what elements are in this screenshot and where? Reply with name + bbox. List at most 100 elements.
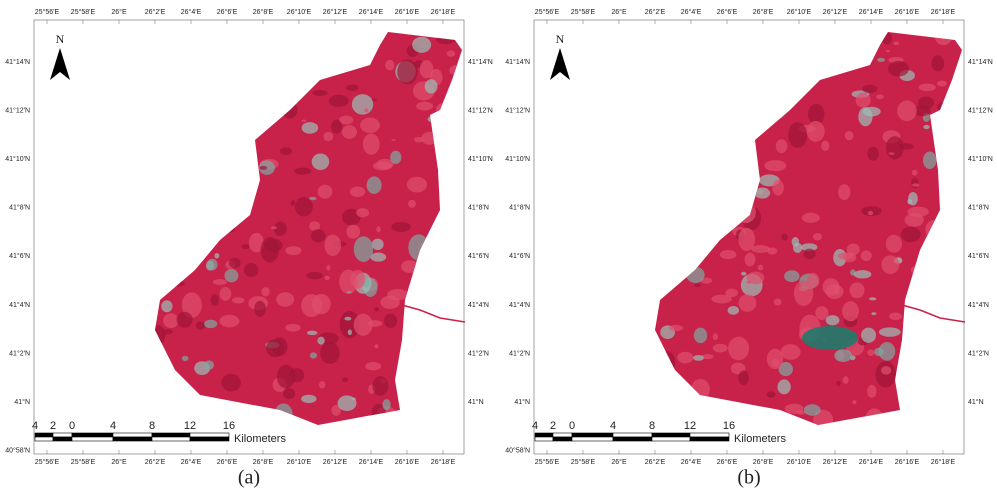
terrain-patch <box>802 213 820 223</box>
panel-caption: (a) <box>238 467 260 489</box>
lon-label: 26°18'E <box>931 458 956 466</box>
terrain-patch <box>227 39 246 53</box>
terrain-patch <box>869 297 876 300</box>
terrain-patch <box>767 248 777 255</box>
terrain-patch <box>450 374 469 395</box>
terrain-patch <box>749 82 763 101</box>
terrain-patch <box>347 291 352 293</box>
terrain-patch <box>966 424 973 431</box>
terrain-patch <box>681 117 692 127</box>
terrain-patch <box>227 225 235 233</box>
terrain-patch <box>802 72 809 76</box>
terrain-patch <box>738 228 755 251</box>
terrain-patch <box>350 187 365 198</box>
terrain-patch <box>675 381 684 391</box>
terrain-patch <box>436 103 452 117</box>
scale-segment <box>572 433 613 437</box>
terrain-patch <box>740 86 759 111</box>
terrain-patch <box>728 337 749 361</box>
terrain-patch <box>758 265 764 271</box>
lon-label: 26°16'E <box>895 458 920 466</box>
terrain-patch <box>746 281 751 284</box>
terrain-patch <box>160 134 173 141</box>
terrain-patch <box>882 32 892 44</box>
terrain-patch <box>856 93 871 108</box>
terrain-patch <box>939 420 954 434</box>
lat-label: 41°4'N <box>509 301 530 309</box>
scale-segment <box>152 433 190 437</box>
terrain-patch <box>728 306 739 315</box>
lon-label: 25°56'E <box>535 458 560 466</box>
terrain-patch <box>911 264 933 276</box>
terrain-patch <box>191 181 203 188</box>
terrain-patch <box>957 210 966 219</box>
terrain-patch <box>162 329 173 334</box>
terrain-patch <box>245 184 253 189</box>
lat-label: 41°8'N <box>9 204 30 212</box>
terrain-patch <box>871 312 876 315</box>
lat-label: 41°14'N <box>968 58 993 66</box>
terrain-patch <box>354 236 373 262</box>
terrain-patch <box>903 321 910 327</box>
terrain-patch <box>241 197 250 206</box>
terrain-patch <box>949 358 965 375</box>
terrain-patch <box>677 74 682 79</box>
lon-label: 26°10'E <box>287 458 312 466</box>
terrain-patch <box>792 237 799 247</box>
lon-label: 26°12'E <box>323 458 348 466</box>
scale-segment <box>53 437 72 441</box>
lat-label: 41°14'N <box>5 58 30 66</box>
scale-unit: Kilometers <box>234 433 286 445</box>
lat-label: 41°2'N <box>468 349 489 357</box>
terrain-patch <box>911 378 931 394</box>
lon-label: 26°6'E <box>217 8 238 16</box>
scale-segment <box>690 437 729 441</box>
terrain-patch <box>414 137 423 143</box>
terrain-patch <box>143 266 164 277</box>
terrain-patch <box>155 196 170 208</box>
terrain-patch <box>747 104 762 122</box>
terrain-patch <box>329 95 349 107</box>
terrain-patch <box>254 301 266 317</box>
terrain-patch <box>796 38 811 51</box>
terrain-patch <box>728 184 746 196</box>
scale-label: 16 <box>723 420 735 432</box>
terrain-patch <box>159 211 171 221</box>
terrain-patch <box>290 200 295 206</box>
lon-label: 26°8'E <box>253 458 274 466</box>
scale-segment <box>152 437 190 441</box>
terrain-patch <box>754 187 770 198</box>
terrain-patch <box>842 301 859 321</box>
terrain-patch <box>650 51 661 59</box>
scale-unit: Kilometers <box>734 433 786 445</box>
terrain-patch <box>826 315 840 325</box>
terrain-patch <box>746 200 750 206</box>
scale-segment <box>53 433 72 437</box>
scale-segment <box>652 437 690 441</box>
terrain-patch <box>910 367 931 389</box>
terrain-patch <box>687 182 704 205</box>
terrain-patch <box>196 321 206 329</box>
terrain-patch <box>877 26 887 35</box>
terrain-patch <box>779 30 784 37</box>
terrain-patch <box>910 398 917 406</box>
terrain-patch <box>683 57 699 71</box>
scale-label: 0 <box>69 420 75 432</box>
terrain-patch <box>213 279 227 285</box>
terrain-patch <box>317 337 324 345</box>
terrain-patch <box>350 270 365 289</box>
terrain-patch <box>249 144 254 148</box>
terrain-patch <box>450 344 466 356</box>
terrain-patch <box>677 192 699 202</box>
terrain-patch <box>372 239 384 251</box>
terrain-patch <box>285 246 301 255</box>
terrain-patch <box>843 376 849 384</box>
lon-label: 26°E <box>611 8 627 16</box>
terrain-patch <box>672 212 693 228</box>
terrain-patch <box>346 225 360 239</box>
scale-segment <box>572 437 613 441</box>
terrain-patch <box>903 391 912 395</box>
terrain-patch <box>807 121 825 142</box>
terrain-patch <box>285 89 301 104</box>
terrain-patch <box>191 109 210 135</box>
